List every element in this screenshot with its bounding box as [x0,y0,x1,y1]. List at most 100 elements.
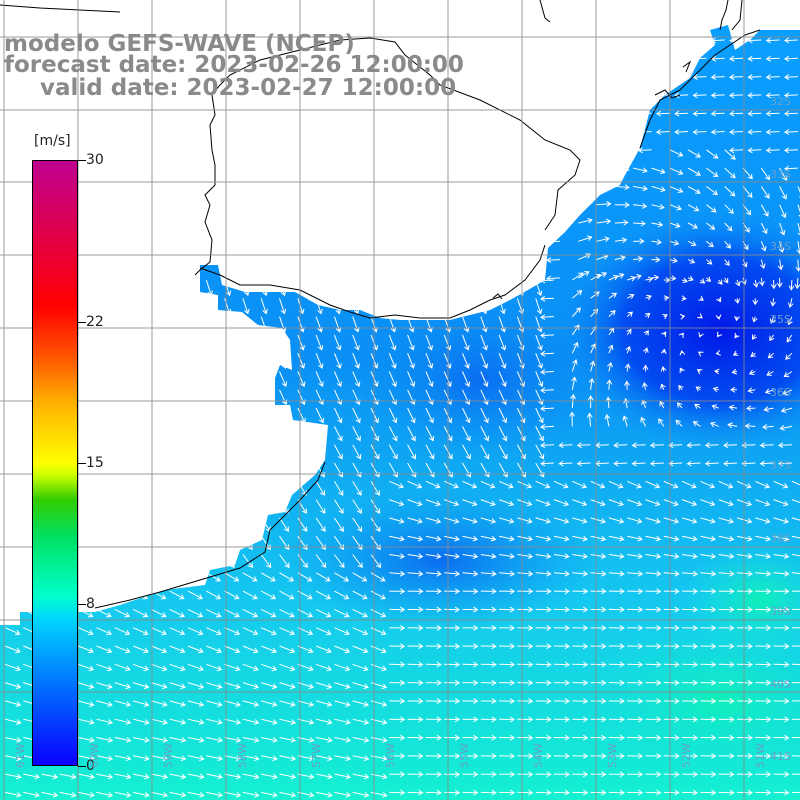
wind-vector [572,734,589,741]
wind-vector [206,682,223,690]
wind-vector [651,204,665,210]
wind-vector [700,570,717,577]
wind-vector [4,627,21,636]
wind-vector [297,334,305,351]
wind-vector [297,426,306,442]
wind-vector [315,371,324,388]
wind-vector [619,92,634,99]
wind-vector [499,624,516,631]
wind-vector [169,700,187,707]
wind-vector [114,608,131,618]
wind-vector [517,698,534,705]
longitude-label: 54W [532,743,545,768]
wind-vector [498,407,508,424]
wind-vector [498,353,507,369]
wind-vector [578,235,593,242]
wind-vector [763,406,774,413]
wind-vector [718,570,735,577]
wind-vector [651,274,660,281]
latitude-label: 38S [770,532,791,545]
wind-vector [576,460,591,467]
wind-vector [333,499,344,514]
wind-vector [572,698,589,705]
wind-vector [596,236,610,243]
wind-vector [687,185,701,194]
wind-vector [187,627,204,636]
wind-vector [755,734,772,741]
wind-vector [279,298,287,315]
wind-vector [731,368,738,375]
wind-vector [663,480,679,489]
wind-vector [759,277,765,287]
wind-vector [627,679,644,686]
wind-vector [678,384,684,391]
wind-vector [297,444,307,460]
wind-vector [700,480,716,489]
wind-vector [407,535,424,542]
wind-vector [187,590,203,600]
wind-vector [624,363,631,372]
wind-vector [388,298,396,315]
wind-vector [242,663,259,672]
wind-vector [760,222,768,235]
wind-vector [791,517,800,524]
wind-vector [206,737,223,743]
wind-vector [675,419,683,427]
wind-vector [22,462,32,478]
wind-vector [205,353,214,369]
wind-vector [389,480,404,489]
wind-vector [724,167,736,179]
wind-vector [480,279,488,297]
wind-vector [773,734,790,741]
wind-vector [169,481,179,496]
wind-vector [242,718,260,725]
wind-vector [169,572,185,582]
wind-vector [444,643,461,650]
wind-vector [96,791,114,798]
wind-vector [681,499,698,507]
wind-vector [571,359,578,372]
wind-vector [4,791,22,798]
wind-vector [535,716,552,723]
wind-vector [499,643,516,650]
wind-vector [645,716,662,723]
wind-vector [783,92,798,99]
wind-vector [114,554,125,569]
wind-vector [444,771,461,778]
wind-vector [187,279,195,297]
wind-vector [546,55,561,62]
wind-vector [718,679,735,686]
wind-vector [732,350,739,356]
wind-vector [316,755,333,762]
wind-vector [700,517,716,524]
wind-vector [480,679,497,686]
wind-vector [642,381,648,390]
wind-vector [535,334,543,351]
wind-vector [645,588,662,595]
wind-vector [425,517,442,524]
wind-vector [242,554,253,569]
latitude-label: 36S [770,386,791,399]
wind-vector [425,426,435,442]
wind-vector [205,499,216,514]
wind-vector [590,553,607,560]
wind-vector [132,517,143,532]
wind-vector [760,167,770,181]
wind-vector [791,624,800,631]
wind-vector [710,421,719,428]
wind-vector [705,276,712,282]
wind-vector [77,444,87,460]
wind-vector [715,350,721,356]
wind-vector [187,481,197,496]
wind-vector [407,426,416,442]
wind-vector [334,700,351,707]
wind-vector [389,661,406,668]
wind-vector [645,643,662,650]
wind-vector [553,734,570,741]
wind-vector [462,771,479,778]
wind-vector [96,371,105,388]
wind-vector [407,444,417,460]
wind-vector [334,773,352,780]
wind-vector [734,298,741,304]
wind-vector [788,279,795,291]
